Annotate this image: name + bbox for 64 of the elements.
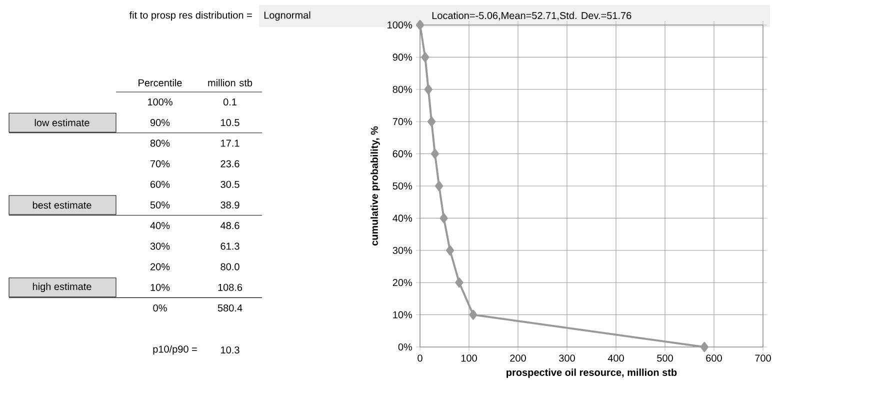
text: 60%	[150, 180, 170, 188]
y-tick-label: 10%	[393, 311, 412, 318]
text: 50%	[150, 201, 170, 209]
y-axis-title: cumulative probability, %	[370, 126, 380, 246]
x-tick-label: 100	[461, 354, 477, 362]
text: low estimate	[34, 118, 90, 126]
text: Percentile	[138, 79, 182, 86]
text: 0%	[153, 304, 167, 312]
text: 108.6	[218, 284, 242, 291]
text: 38.9	[220, 201, 240, 209]
point	[428, 116, 436, 127]
point	[700, 342, 708, 352]
point	[430, 148, 439, 159]
text: best estimate	[32, 201, 92, 209]
text: 23.6	[220, 160, 240, 168]
y-tick-label: 50%	[392, 182, 412, 190]
text: 30%	[150, 242, 170, 250]
text: p10/p90 =	[153, 345, 197, 355]
text: 61.3	[220, 242, 240, 250]
x-tick-label: 200	[510, 354, 526, 362]
text: 10.3	[221, 346, 240, 354]
text: 80%	[150, 140, 170, 147]
point	[435, 180, 444, 191]
x-tick-label: 300	[559, 354, 575, 362]
text: 100%	[148, 98, 172, 106]
text: fit to prosp res distribution =	[129, 11, 252, 21]
text: 20%	[150, 263, 170, 270]
text: 90%	[150, 119, 170, 126]
text: 40%	[150, 222, 170, 230]
y-tick-label: 60%	[392, 150, 412, 158]
x-tick-label: 700	[755, 354, 771, 362]
y-tick-label: 40%	[392, 214, 412, 222]
point	[416, 20, 424, 30]
y-tick-label: 90%	[392, 54, 412, 61]
y-tick-label: 20%	[392, 279, 412, 286]
point	[455, 278, 464, 288]
text: 70%	[150, 160, 170, 168]
text: 17.1	[221, 140, 240, 147]
text: 0.1	[223, 98, 236, 106]
text: high estimate	[32, 282, 92, 292]
text: 580.4	[218, 304, 242, 312]
point	[424, 84, 432, 94]
y-tick-label: 80%	[392, 86, 412, 93]
x-tick-label: 500	[657, 354, 673, 362]
text: 80.0	[220, 263, 240, 270]
y-tick-label: 70%	[392, 118, 412, 126]
y-tick-label: 0%	[398, 343, 412, 351]
y-tick-label: 30%	[392, 246, 412, 254]
text: Location=-5.06,Mean=52.71,Std. Dev.=51.76	[432, 12, 632, 20]
point	[469, 310, 478, 320]
y-tick-label: 100%	[388, 21, 412, 29]
text: 10%	[150, 284, 170, 291]
x-axis-title: prospective oil resource, million stb	[506, 368, 677, 378]
point	[446, 245, 454, 256]
text: million stb	[208, 79, 252, 86]
text: Lognormal	[264, 11, 310, 21]
x-tick-label: 400	[608, 354, 624, 362]
point	[421, 52, 430, 62]
text: 30.5	[220, 180, 240, 188]
point	[440, 213, 448, 224]
text: 10.5	[221, 119, 240, 126]
x-tick-label: 600	[706, 354, 722, 362]
text: 48.6	[220, 222, 240, 230]
x-tick-label: 0	[418, 354, 422, 362]
